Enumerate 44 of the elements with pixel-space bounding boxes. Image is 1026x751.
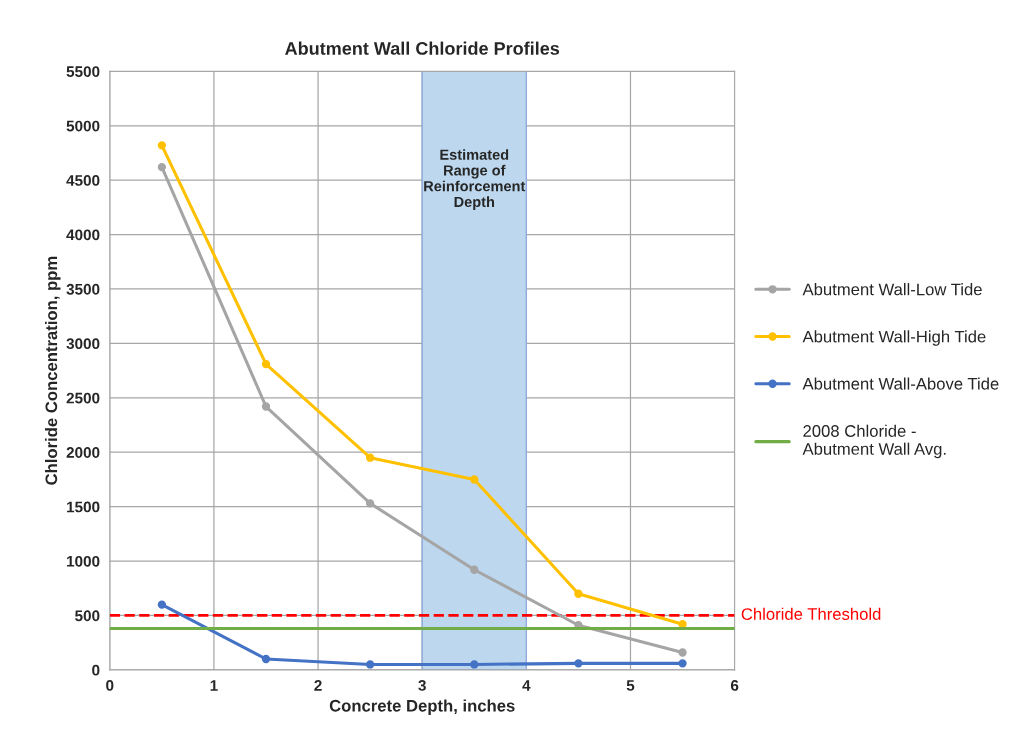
y-axis-title: Chloride Concentration, ppm (44, 256, 61, 485)
x-tick-label: 2 (314, 680, 322, 691)
x-tick-label: 4 (522, 680, 531, 691)
point (157, 162, 167, 172)
legend-label: Abutment Wall-High Tide (802, 330, 986, 346)
y-tick-label: 4500 (66, 175, 100, 186)
x-tick-label: 3 (418, 680, 426, 691)
y-tick-label: 500 (75, 610, 100, 622)
legend-label: 2008 Chloride - Abutment Wall Avg. (802, 424, 946, 459)
point (261, 402, 271, 411)
y-tick-label: 2000 (66, 447, 100, 458)
y-tick-label: 0 (92, 664, 100, 676)
y-tick-label: 1500 (67, 501, 100, 513)
point (365, 499, 375, 508)
point (157, 600, 167, 609)
x-tick-label: 5 (626, 680, 635, 691)
point (574, 659, 583, 668)
y-tick-label: 3500 (66, 283, 100, 295)
y-tick-label: 2500 (66, 392, 100, 404)
y-tick-label: 4000 (66, 229, 100, 241)
point (157, 141, 167, 150)
ref-line-label: Chloride Threshold (741, 607, 881, 620)
point (365, 660, 375, 669)
y-tick-label: 1000 (67, 555, 100, 567)
chart-title: Abutment Wall Chloride Profiles (285, 41, 560, 55)
point (470, 475, 479, 484)
point (574, 589, 583, 598)
point (365, 453, 375, 462)
x-tick-label: 6 (730, 680, 739, 691)
y-tick-label: 5000 (66, 120, 100, 132)
point (261, 654, 271, 664)
point (678, 648, 687, 657)
y-tick-label: 3000 (66, 338, 100, 350)
point (470, 565, 479, 574)
point (470, 660, 479, 669)
legend-label: Abutment Wall-Above Tide (802, 377, 999, 390)
point (261, 359, 271, 369)
point (678, 659, 687, 668)
x-axis-title: Concrete Depth, inches (329, 699, 515, 715)
x-tick-label: 1 (210, 680, 218, 691)
y-tick-label: 5500 (66, 66, 100, 78)
x-tick-label: 0 (106, 680, 114, 691)
band-label: Estimated Range of Reinforcement Depth (424, 149, 526, 210)
legend-label: Abutment Wall-Low Tide (802, 283, 982, 296)
